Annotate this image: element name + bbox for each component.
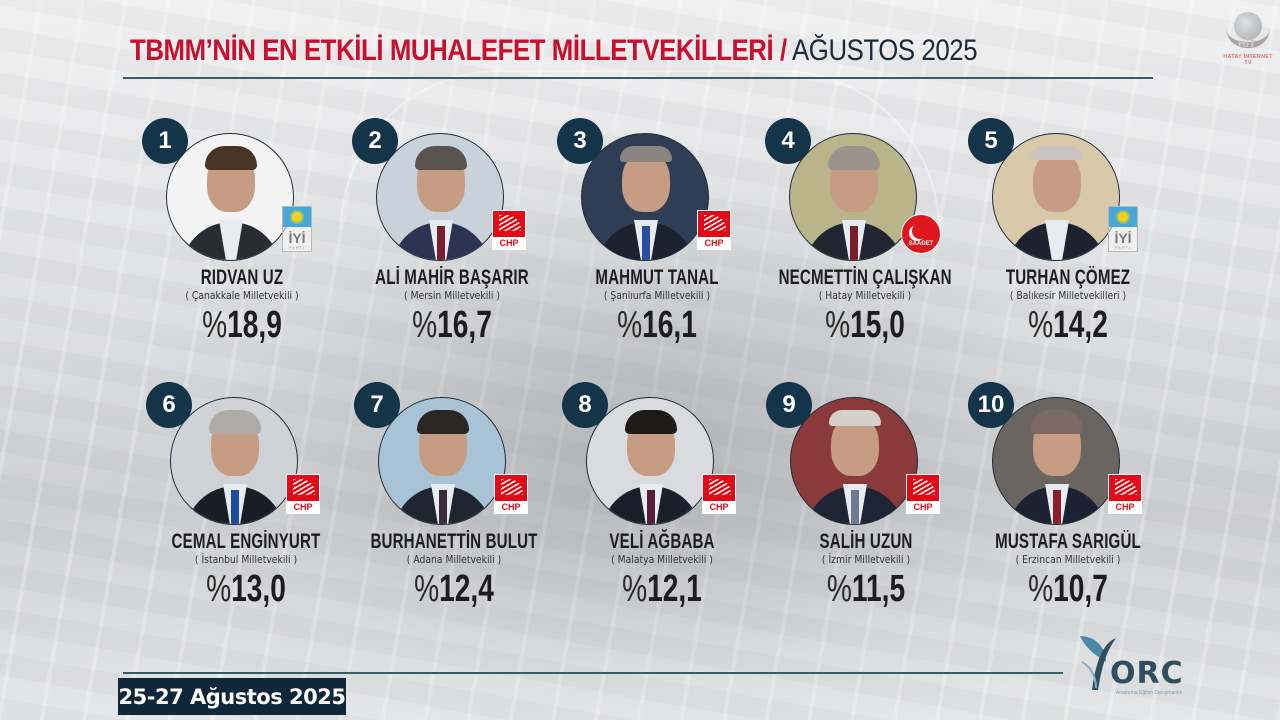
deputy-percent: %14,2 xyxy=(1028,304,1108,346)
channel-name: HATAY İNTERNET TV xyxy=(1223,54,1273,66)
deputy-percent: %16,1 xyxy=(617,304,697,346)
deputy-percent: %16,7 xyxy=(412,304,492,346)
rays-icon xyxy=(709,479,731,495)
deputy-name: RIDVAN UZ xyxy=(200,266,284,289)
deputy-district: ( Erzincan Milletvekili ) xyxy=(1015,554,1121,566)
rays-icon xyxy=(501,479,523,495)
deputy-district: ( İzmir Milletvekili ) xyxy=(821,554,911,566)
chp-party-logo: CHP xyxy=(494,474,528,514)
deputy-percent: %12,1 xyxy=(622,568,702,610)
deputy-percent: %11,5 xyxy=(826,568,906,610)
deputy-photo xyxy=(166,133,294,261)
deputy-district: ( Mersin Milletvekili ) xyxy=(404,290,500,302)
iyi-party-logo: İYİ PARTİ xyxy=(282,206,312,252)
deputy-card: 10 CHP MUSTAFA SARIGÜL ( Erzincan Millet… xyxy=(968,382,1168,622)
rank-badge: 2 xyxy=(352,118,398,164)
deputy-district: ( Şanlıurfa Milletvekili ) xyxy=(603,290,711,302)
hands-icon xyxy=(1226,28,1270,48)
deputy-photo xyxy=(789,133,917,261)
deputy-photo xyxy=(170,397,298,525)
deputy-card: 2 CHP ALİ MAHİR BAŞARIR ( Mersin Milletv… xyxy=(352,118,552,358)
orc-wordmark: ORC xyxy=(1110,656,1184,691)
rank-badge: 4 xyxy=(765,118,811,164)
saadet-party-logo: SAADET xyxy=(901,214,941,254)
rank-badge: 8 xyxy=(562,382,608,428)
rank-badge: 9 xyxy=(766,382,812,428)
deputy-percent: %15,0 xyxy=(825,304,905,346)
deputy-name: MUSTAFA SARIGÜL xyxy=(995,530,1141,553)
page-title: TBMM’NİN EN ETKİLİ MUHALEFET MİLLETVEKİL… xyxy=(130,34,1016,68)
chp-party-logo: CHP xyxy=(1108,474,1142,514)
deputy-photo xyxy=(376,133,504,261)
channel-initials: HİT xyxy=(1238,38,1256,50)
deputy-card: 3 CHP MAHMUT TANAL ( Şanlıurfa Milletvek… xyxy=(557,118,757,358)
rank-badge: 1 xyxy=(142,118,188,164)
title-divider xyxy=(123,77,1153,79)
deputy-photo xyxy=(581,133,709,261)
deputy-name: ALİ MAHİR BAŞARIR xyxy=(375,266,529,289)
title-month: AĞUSTOS 2025 xyxy=(786,34,978,67)
deputy-name: CEMAL ENGİNYURT xyxy=(171,530,321,553)
footer-divider xyxy=(123,672,1063,674)
deputy-district: ( İstanbul Milletvekili ) xyxy=(194,554,298,566)
deputy-district: ( Balıkesir Milletvekilleri ) xyxy=(1009,290,1127,302)
chp-party-logo: CHP xyxy=(492,210,526,250)
deputy-photo xyxy=(378,397,506,525)
rank-badge: 3 xyxy=(557,118,603,164)
hatay-internet-tv-logo: HİT HATAY İNTERNET TV xyxy=(1222,10,1274,66)
rays-icon xyxy=(913,479,935,495)
deputy-card: 4 SAADET NECMETTİN ÇALIŞKAN ( Hatay Mill… xyxy=(765,118,965,358)
rank-badge: 7 xyxy=(354,382,400,428)
deputy-card: 1 İYİ PARTİ RIDVAN UZ ( Çanakkale Milletv… xyxy=(142,118,342,358)
deputy-percent: %18,9 xyxy=(202,304,282,346)
deputy-percent: %13,0 xyxy=(206,568,286,610)
deputy-name: TURHAN ÇÖMEZ xyxy=(1005,266,1131,289)
deputy-name: NECMETTİN ÇALIŞKAN xyxy=(778,266,952,289)
deputy-card: 5 İYİ PARTİ TURHAN ÇÖMEZ ( Balıkesir Mill… xyxy=(968,118,1168,358)
crescent-icon xyxy=(912,223,928,239)
deputy-photo xyxy=(992,133,1120,261)
deputy-card: 6 CHP CEMAL ENGİNYURT ( İstanbul Milletv… xyxy=(146,382,346,622)
rays-icon xyxy=(499,215,521,231)
survey-date-badge: 25-27 Ağustos 2025 xyxy=(118,678,346,715)
rank-badge: 5 xyxy=(968,118,1014,164)
deputy-photo xyxy=(586,397,714,525)
deputy-district: ( Çanakkale Milletvekili ) xyxy=(185,290,299,302)
chp-party-logo: CHP xyxy=(702,474,736,514)
deputy-district: ( Hatay Milletvekili ) xyxy=(818,290,912,302)
deputy-district: ( Malatya Milletvekili ) xyxy=(611,554,713,566)
chp-party-logo: CHP xyxy=(906,474,940,514)
rays-icon xyxy=(1115,479,1137,495)
iyi-party-logo: İYİ PARTİ xyxy=(1108,206,1138,252)
deputy-district: ( Adana Milletvekili ) xyxy=(406,554,502,566)
rank-badge: 10 xyxy=(968,382,1014,428)
sun-icon xyxy=(283,207,311,227)
deputy-name: MAHMUT TANAL xyxy=(595,266,719,289)
rays-icon xyxy=(293,479,315,495)
deputy-percent: %10,7 xyxy=(1028,568,1108,610)
deputy-name: BURHANETTİN BULUT xyxy=(370,530,538,553)
orc-leaf-icon xyxy=(1080,636,1116,690)
sun-icon xyxy=(1109,207,1137,227)
deputy-card: 8 CHP VELİ AĞBABA ( Malatya Milletvekili… xyxy=(562,382,762,622)
deputy-photo xyxy=(790,397,918,525)
chp-party-logo: CHP xyxy=(286,474,320,514)
orc-logo: ORC Araştırma Eğitim Danışmanlık xyxy=(1072,630,1202,700)
title-main: TBMM’NİN EN ETKİLİ MUHALEFET MİLLETVEKİL… xyxy=(130,34,787,67)
chp-party-logo: CHP xyxy=(697,210,731,250)
rays-icon xyxy=(704,215,726,231)
deputy-name: VELİ AĞBABA xyxy=(609,530,715,553)
deputy-name: SALİH UZUN xyxy=(819,530,913,553)
deputy-photo xyxy=(992,397,1120,525)
deputy-card: 9 CHP SALİH UZUN ( İzmir Milletvekili ) … xyxy=(766,382,966,622)
deputy-card: 7 CHP BURHANETTİN BULUT ( Adana Milletve… xyxy=(354,382,554,622)
rank-badge: 6 xyxy=(146,382,192,428)
orc-tagline: Araştırma Eğitim Danışmanlık xyxy=(1116,690,1183,696)
deputy-percent: %12,4 xyxy=(414,568,494,610)
